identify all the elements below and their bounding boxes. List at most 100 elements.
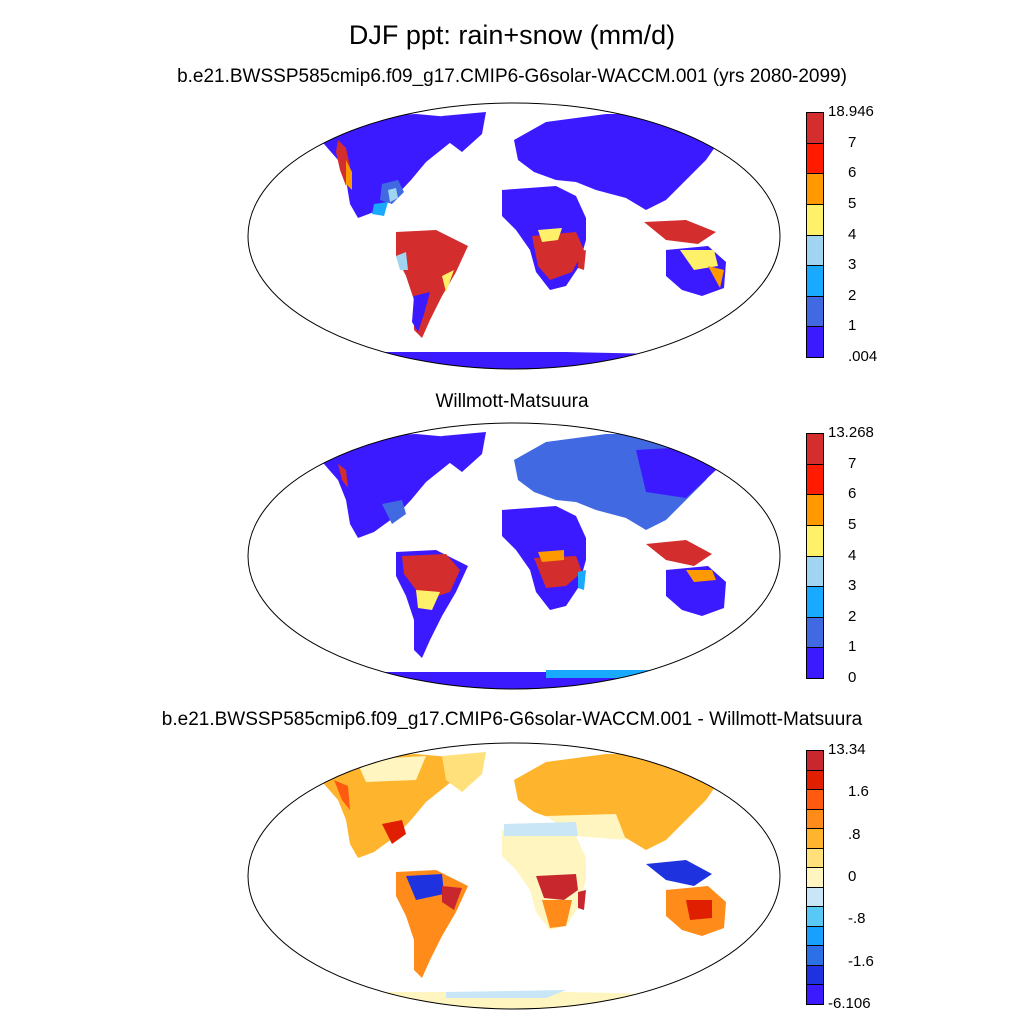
colorbar-swatch	[806, 769, 824, 791]
greenland	[442, 432, 486, 472]
na-westcoast	[334, 780, 350, 810]
australia-north	[680, 250, 718, 270]
na-southeast	[372, 202, 388, 216]
na-east	[382, 500, 406, 524]
africa-tropics	[534, 556, 582, 588]
colorbar-label: -1.6	[848, 952, 874, 970]
colorbar-swatch	[806, 925, 824, 947]
sa-east	[442, 270, 454, 292]
australia-north	[686, 570, 716, 582]
north-america	[308, 754, 461, 858]
antarctica-edge	[446, 990, 566, 998]
colorbar-swatch	[806, 173, 824, 205]
sa-tropics	[402, 554, 460, 598]
difference-precip-map	[247, 742, 781, 1010]
colorbar-swatch	[806, 555, 824, 588]
australia-center	[686, 900, 712, 920]
colorbar-swatch	[806, 886, 824, 908]
africa-north-band	[504, 822, 578, 836]
madagascar	[578, 570, 586, 590]
colorbar-label: 3	[848, 256, 857, 274]
colorbar-swatch	[806, 945, 824, 966]
colorbar-difference: 13.34 1.6 .8 0 -.8 -1.6 -6.106	[806, 741, 886, 1012]
colorbar-swatch	[806, 142, 824, 175]
madagascar	[578, 890, 586, 910]
colorbar-swatch	[806, 524, 824, 557]
colorbar-swatch	[806, 964, 824, 986]
sa-tropics-2	[416, 590, 440, 610]
colorbar-swatch	[806, 867, 824, 888]
colorbar-label: 7	[848, 454, 857, 472]
colorbar-swatch	[806, 616, 824, 649]
colorbar-label: 2	[848, 607, 857, 625]
colorbar-label: 13.268	[828, 424, 874, 441]
sa-north	[406, 874, 444, 900]
colorbar-label: 4	[848, 546, 857, 564]
colorbar-label: 6	[848, 164, 857, 182]
colorbar-label: 1	[848, 317, 857, 335]
na-east-2	[388, 188, 398, 202]
panel-2-subtitle: Willmott-Matsuura	[435, 391, 589, 412]
colorbar-label: 1	[848, 638, 857, 656]
panel-3-subtitle: b.e21.BWSSP585cmip6.f09_g17.CMIP6-G6sola…	[161, 709, 863, 730]
colorbar-swatch	[806, 265, 824, 297]
sa-east	[442, 886, 462, 910]
colorbar-swatch	[806, 203, 824, 236]
se-asia	[646, 860, 712, 886]
colorbar-label: 2	[848, 286, 857, 304]
colorbar-label: 1.6	[848, 783, 869, 801]
madagascar	[578, 250, 586, 270]
figure-title: DJF ppt: rain+snow (mm/d)	[348, 20, 676, 50]
south-america	[396, 230, 468, 338]
na-east	[382, 820, 406, 844]
colorbar-label: 5	[848, 515, 857, 533]
panel-1-subtitle: b.e21.BWSSP585cmip6.f09_g17.CMIP6-G6sola…	[177, 66, 847, 87]
colorbar-swatch	[806, 828, 824, 849]
colorbar-label: 6	[848, 485, 857, 503]
na-north	[356, 756, 426, 782]
se-asia	[646, 540, 712, 566]
colorbar-swatch	[806, 984, 824, 1005]
colorbar-swatch	[806, 789, 824, 810]
africa-tropics-2	[538, 550, 564, 562]
colorbar-swatch	[806, 847, 824, 869]
colorbar-swatch	[806, 234, 824, 267]
colorbar-swatch	[806, 295, 824, 328]
sa-south	[412, 292, 430, 332]
colorbar-swatch	[806, 463, 824, 496]
colorbar-swatch	[806, 433, 824, 465]
australia-coast	[708, 266, 724, 288]
colorbar-label: 0	[848, 868, 857, 885]
sa-patch	[396, 252, 408, 270]
asia-east	[636, 446, 716, 498]
colorbar-label: 13.34	[828, 741, 866, 758]
colorbar-swatch	[806, 808, 824, 830]
colorbar-swatch	[806, 906, 824, 927]
colorbar-label: 7	[848, 133, 857, 151]
colorbar-swatch	[806, 494, 824, 526]
colorbar-label: 18.946	[828, 103, 874, 120]
na-westcoast	[338, 464, 348, 488]
colorbar-label: .004	[848, 348, 878, 365]
middle-east	[546, 814, 626, 840]
africa-south	[542, 900, 572, 928]
africa-tropics	[532, 232, 584, 280]
colorbar-label: -6.106	[828, 995, 871, 1012]
north-america	[308, 434, 461, 538]
colorbar-model: 18.946 7 6 5 4 3 2 1 .004	[806, 103, 886, 365]
colorbar-swatch	[806, 647, 824, 679]
colorbar-label: .8	[848, 825, 861, 843]
colorbar-swatch	[806, 112, 824, 144]
model-precip-map	[247, 102, 781, 370]
colorbar-label: 3	[848, 577, 857, 595]
africa-tropics-2	[538, 228, 562, 242]
europe-asia	[514, 114, 720, 210]
africa-tropics	[536, 874, 578, 900]
colorbar-swatch	[806, 326, 824, 358]
colorbar-label: 0	[848, 669, 857, 686]
antarctica-edge	[546, 670, 686, 678]
colorbar-label: 4	[848, 225, 857, 243]
se-asia	[644, 220, 716, 244]
north-america	[308, 114, 461, 218]
europe-asia	[514, 754, 720, 850]
